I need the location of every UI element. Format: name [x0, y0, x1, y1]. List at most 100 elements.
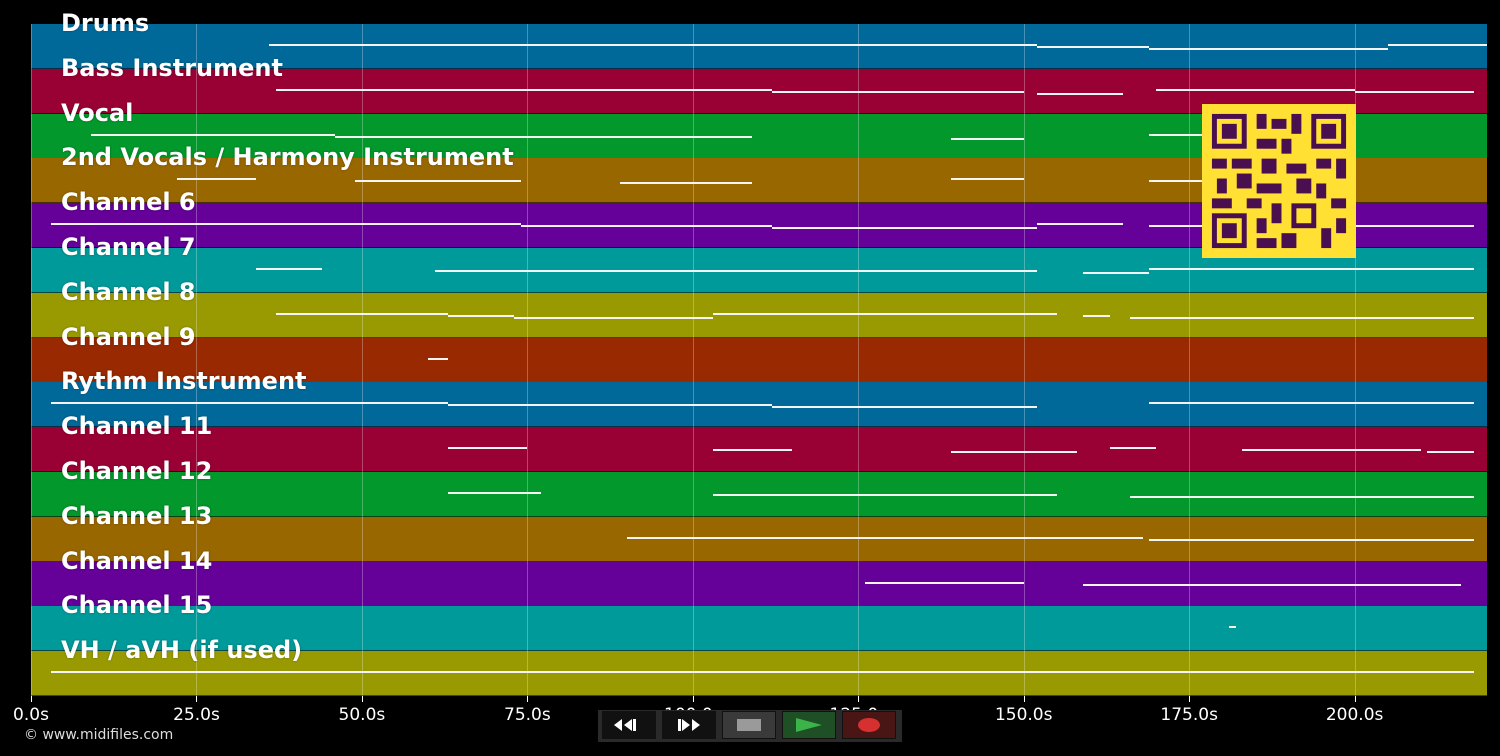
note-segment	[1242, 449, 1421, 452]
rewind-button[interactable]	[602, 711, 656, 739]
gridline	[361, 24, 363, 696]
fast-forward-button[interactable]	[662, 711, 716, 739]
note-segment	[447, 447, 528, 450]
axis-tick	[692, 696, 694, 702]
record-button[interactable]	[842, 711, 896, 739]
gridline	[527, 24, 529, 696]
note-segment	[355, 180, 521, 183]
note-segment	[1354, 90, 1474, 93]
track-label: Channel 11	[61, 412, 213, 441]
note-segment	[712, 494, 1057, 496]
track-label: Channel 7	[61, 233, 196, 261]
rewind-icon	[614, 719, 636, 731]
gridline	[1023, 24, 1025, 696]
note-segment	[275, 312, 448, 315]
track-label: Channel 15	[61, 591, 213, 620]
axis-tick	[196, 696, 198, 702]
note-segment	[447, 314, 515, 317]
track-row: Channel 9	[31, 323, 1487, 383]
note-segment	[1083, 272, 1150, 274]
track-row: VH / aVH (if used)	[31, 636, 1487, 697]
note-segment	[1228, 626, 1236, 629]
track-row: Rythm Instrument	[31, 367, 1487, 428]
note-segment	[712, 449, 793, 452]
tick-label: 50.0s	[338, 705, 386, 725]
play-button[interactable]	[782, 711, 836, 739]
gridline	[1189, 24, 1191, 696]
gridline	[31, 24, 32, 696]
note-segment	[620, 182, 753, 185]
track-row: Drums	[31, 9, 1487, 69]
qr-code-icon	[1211, 113, 1347, 249]
note-segment	[772, 90, 1024, 93]
note-segment	[1427, 451, 1474, 454]
track-label: Channel 8	[61, 277, 196, 306]
gridline	[858, 24, 860, 696]
note-segment	[176, 178, 256, 181]
track-label: 2nd Vocals / Harmony Instrument	[61, 143, 514, 172]
fast-forward-icon	[678, 719, 700, 731]
track-label: Channel 14	[61, 546, 213, 575]
note-segment	[434, 270, 1037, 272]
track-row: Channel 12	[31, 457, 1487, 517]
track-row: Channel 14	[31, 547, 1487, 607]
note-segment	[950, 137, 1024, 140]
axis-tick	[31, 696, 32, 702]
note-segment	[1036, 92, 1123, 95]
track-label: Vocal	[61, 98, 134, 127]
piano-roll: Drums Bass Instrument Vocal 2nd Vocals / Ha…	[31, 9, 1487, 697]
note-segment	[1129, 496, 1474, 498]
play-icon	[796, 718, 822, 732]
note-segment	[256, 268, 323, 270]
note-segment	[90, 133, 336, 136]
track-row: Channel 15	[31, 591, 1487, 652]
note-segment	[864, 581, 1024, 584]
track-label: Channel 13	[61, 501, 213, 530]
transport-controls	[598, 710, 902, 742]
note-segment	[1083, 314, 1110, 317]
note-segment	[772, 406, 1037, 409]
track-row: Channel 11	[31, 412, 1487, 473]
track-label: Bass Instrument	[61, 53, 283, 82]
note-segment	[428, 357, 448, 360]
note-segment	[1149, 268, 1474, 270]
gridline	[1354, 24, 1356, 696]
note-segment	[1387, 44, 1487, 46]
copyright-text: © www.midifiles.com	[24, 727, 174, 743]
note-segment	[1036, 223, 1123, 226]
stop-button[interactable]	[722, 711, 776, 739]
note-segment	[772, 227, 1037, 230]
qr-code	[1202, 104, 1356, 258]
note-segment	[1149, 402, 1474, 405]
track-label: Channel 12	[61, 457, 213, 485]
track-row: Bass Instrument	[31, 54, 1487, 114]
axis-tick	[1189, 696, 1191, 702]
tick-label: 200.0s	[1325, 705, 1384, 725]
gridline	[196, 24, 198, 696]
note-segment	[447, 404, 773, 407]
tick-label: 150.0s	[994, 705, 1053, 725]
note-segment	[50, 671, 1474, 674]
note-segment	[1109, 447, 1157, 450]
note-segment	[269, 44, 1037, 46]
track-label: Rythm Instrument	[61, 367, 307, 396]
note-segment	[1083, 583, 1461, 586]
note-segment	[514, 316, 713, 319]
note-segment	[712, 312, 1057, 315]
note-segment	[520, 225, 773, 228]
tick-label: 0.0s	[13, 705, 49, 725]
note-segment	[1129, 316, 1474, 319]
note-segment	[447, 492, 541, 494]
tick-label: 75.0s	[504, 705, 551, 725]
record-icon	[858, 718, 880, 732]
axis-tick	[361, 696, 363, 702]
axis-tick	[1023, 696, 1025, 702]
note-segment	[50, 223, 521, 226]
track-label: Channel 6	[61, 188, 196, 217]
gridline	[692, 24, 694, 696]
note-segment	[275, 88, 773, 91]
track-label: Drums	[61, 9, 150, 37]
track-label: VH / aVH (if used)	[61, 636, 303, 665]
tick-label: 175.0s	[1160, 705, 1218, 725]
note-segment	[950, 178, 1024, 181]
